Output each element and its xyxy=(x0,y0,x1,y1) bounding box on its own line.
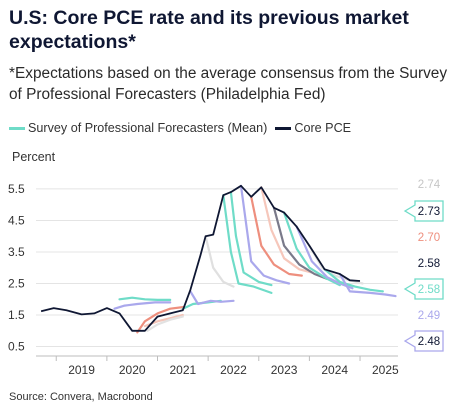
forecast-line-7 xyxy=(204,235,235,288)
legend-swatch-spf xyxy=(9,126,25,130)
x-tick-label-6: 2025 xyxy=(372,363,399,377)
forecast-line-15 xyxy=(295,225,354,290)
x-tick-label-5: 2024 xyxy=(321,363,348,377)
value-label-4: 2.58 xyxy=(418,284,440,296)
legend-item-spf: Survey of Professional Forecasters (Mean… xyxy=(9,121,267,135)
forecast-line-9 xyxy=(229,191,273,287)
source-note: Source: Convera, Macrobond xyxy=(9,391,153,403)
forecast-line-1 xyxy=(113,301,172,310)
chart-title: U.S: Core PCE rate and its previous mark… xyxy=(9,7,409,53)
value-label-5: 2.49 xyxy=(418,310,440,322)
forecast-line-4 xyxy=(136,306,184,334)
forecast-line-3 xyxy=(146,315,184,332)
value-label-2: 2.70 xyxy=(418,232,440,244)
legend-label-spf: Survey of Professional Forecasters (Mean… xyxy=(28,121,268,135)
forecast-line-14 xyxy=(283,211,341,287)
legend-label-core-pce: Core PCE xyxy=(294,121,352,135)
forecast-line-0 xyxy=(118,296,172,301)
forecast-line-6 xyxy=(189,290,235,306)
value-label-6: 2.48 xyxy=(418,336,440,348)
forecast-line-8 xyxy=(222,194,273,294)
x-tick-label-4: 2023 xyxy=(271,363,298,377)
value-label-box-6 xyxy=(403,330,444,352)
value-label-box-4 xyxy=(403,278,444,300)
value-label-1: 2.73 xyxy=(418,206,440,218)
y-tick-label-2: 3.5 xyxy=(8,245,25,259)
x-tick-label-0: 2019 xyxy=(68,363,95,377)
forecast-line-13 xyxy=(272,206,329,280)
forecast-line-18 xyxy=(338,272,397,298)
chart-legend: Survey of Professional Forecasters (Mean… xyxy=(9,119,359,137)
y-tick-label-5: 0.5 xyxy=(8,340,25,354)
legend-swatch-core-pce xyxy=(275,126,292,130)
value-label-box-1 xyxy=(403,200,444,222)
forecast-line-17 xyxy=(323,268,384,293)
value-label-3: 2.58 xyxy=(418,258,440,270)
value-label-0: 2.74 xyxy=(418,179,441,191)
y-tick-label-4: 1.5 xyxy=(8,308,25,322)
y-axis-title: Percent xyxy=(12,150,56,164)
forecast-line-12 xyxy=(260,186,313,274)
y-tick-label-0: 5.5 xyxy=(8,182,25,196)
forecast-line-11 xyxy=(250,195,303,277)
core-pce-line xyxy=(40,184,361,332)
y-tick-label-3: 2.5 xyxy=(8,276,25,290)
legend-item-core-pce: Core PCE xyxy=(275,121,351,135)
chart-subtitle: *Expectations based on the average conse… xyxy=(9,65,448,103)
forecast-line-10 xyxy=(239,184,291,285)
x-tick-label-2: 2021 xyxy=(169,363,196,377)
y-tick-label-1: 4.5 xyxy=(8,213,25,227)
x-tick-label-1: 2020 xyxy=(119,363,146,377)
x-tick-label-3: 2022 xyxy=(220,363,247,377)
